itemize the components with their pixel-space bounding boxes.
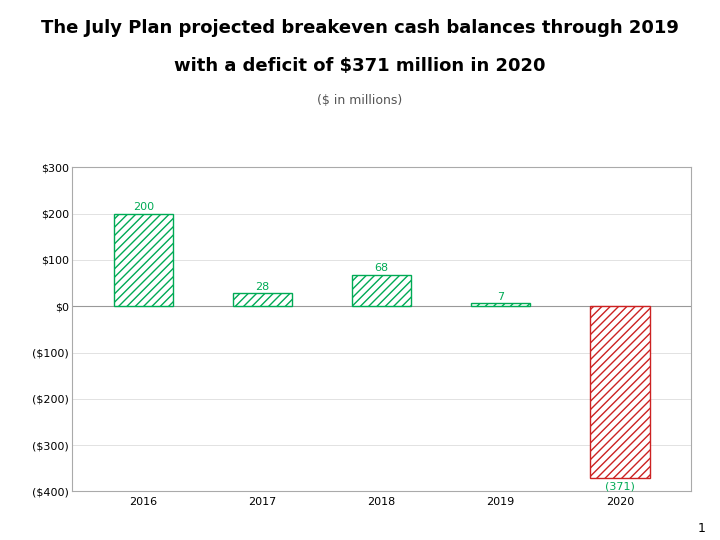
Text: with a deficit of $371 million in 2020: with a deficit of $371 million in 2020 [174,57,546,75]
Text: 68: 68 [374,264,389,273]
Text: 7: 7 [497,292,504,302]
Bar [233,293,292,306]
Bar [590,306,649,478]
Text: ($ in millions): ($ in millions) [318,94,402,107]
Bar [352,275,411,306]
Bar [471,303,531,306]
Text: (371): (371) [605,482,635,492]
Text: 200: 200 [133,202,154,212]
Bar [114,214,174,306]
Text: The July Plan projected breakeven cash balances through 2019: The July Plan projected breakeven cash b… [41,19,679,37]
Text: 1: 1 [698,522,706,535]
Text: 28: 28 [256,282,270,292]
